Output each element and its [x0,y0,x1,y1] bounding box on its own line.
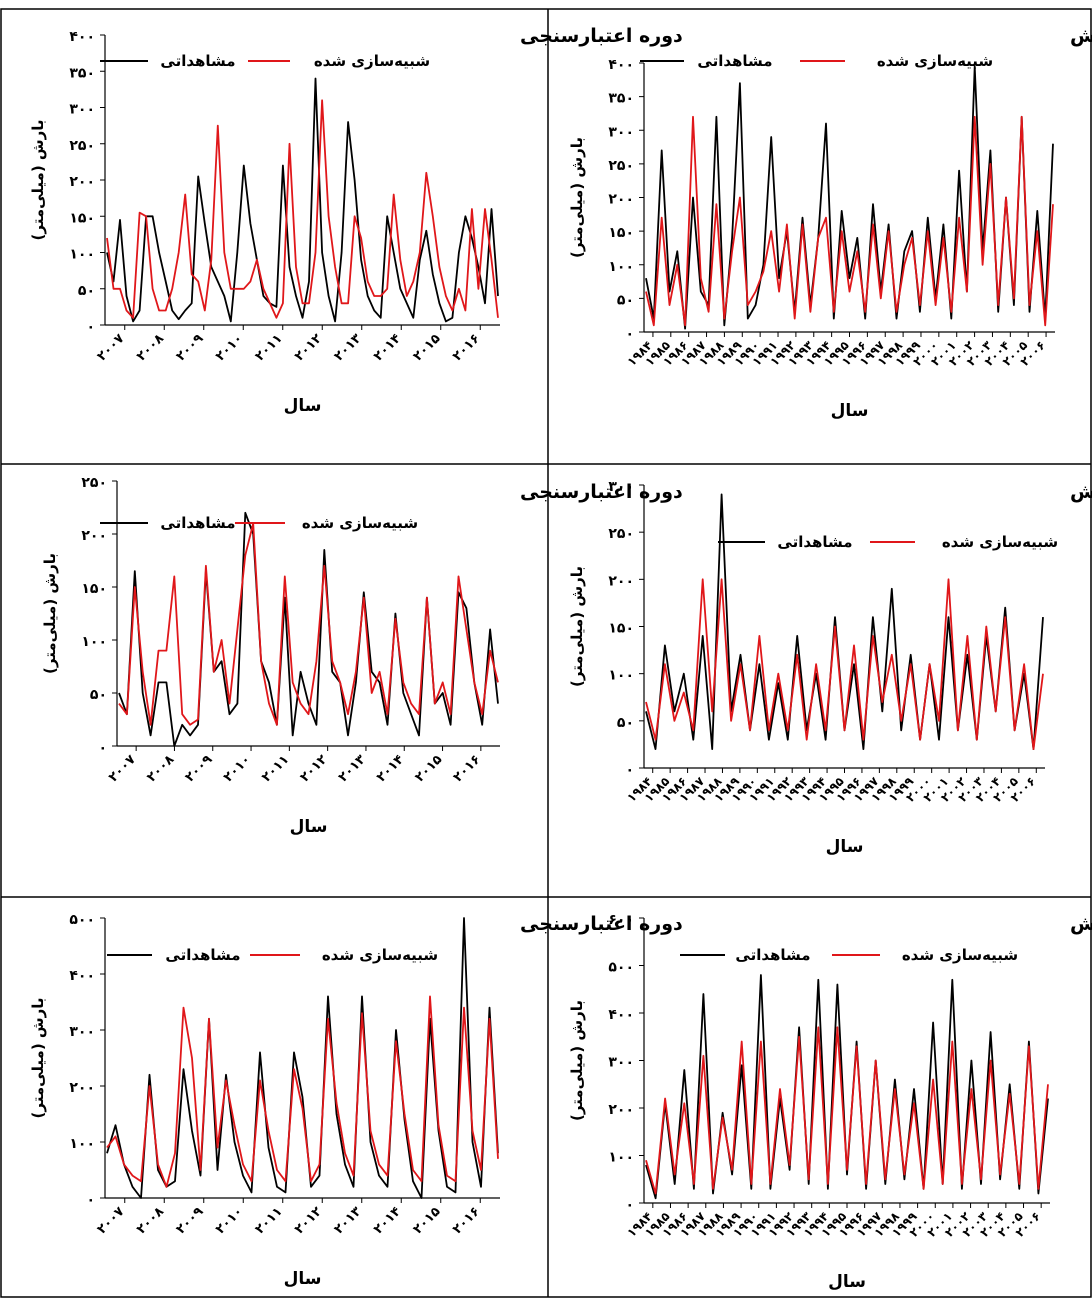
y-tick-label: ۵۰ [78,283,95,299]
x-axis-label: سال [831,401,869,421]
y-tick-label: ۳۰۰ [69,1024,95,1040]
y-tick-label: ۰ [625,762,634,778]
y-tick-label: ۱۰۰ [608,259,634,275]
y-tick-label: ۲۵۰ [608,158,634,174]
legend-observed-label: مشاهداتی [735,946,810,964]
y-axis-label: بارش (میلی‌متر) [29,998,47,1119]
y-tick-label: ۵۰ [90,687,107,703]
legend-simulated-label: شبیه‌سازی شده [314,52,430,70]
legend-simulated-label: شبیه‌سازی شده [302,514,418,532]
y-tick-label: ۳۵۰ [608,91,634,107]
y-tick-label: ۲۵۰ [81,475,107,491]
series-simulated-line [118,522,499,726]
y-tick-label: ۲۰۰ [608,573,634,589]
y-tick-label: ۰ [86,319,95,335]
y-axis-label: بارش (میلی‌متر) [568,1000,586,1121]
legend-observed-label: مشاهداتی [697,52,772,70]
y-tick-label: ۲۰۰ [81,528,107,544]
y-tick-label: ۳۰۰ [608,479,634,495]
y-tick-label: ۱۰۰ [81,634,107,650]
y-tick-label: ۲۰۰ [608,1102,634,1118]
series-observed-line [106,77,499,323]
x-axis-label: سال [284,396,322,416]
legend-observed-label: مشاهداتی [160,52,235,70]
y-tick-label: ۳۰۰ [69,102,95,118]
series-simulated-line [645,1026,1049,1195]
legend-simulated-label: شبیه‌سازی شده [322,946,438,964]
y-tick-label: ۱۰۰ [69,1136,95,1152]
y-tick-label: ۵۰ [617,715,634,731]
legend-simulated-label: شبیه‌سازی شده [902,946,1018,964]
chart-title: دوره اعتبارسنجی [520,481,683,503]
y-tick-label: ۰ [86,1192,95,1208]
x-axis-label: سال [290,817,328,837]
legend-simulated-label: شبیه‌سازی شده [877,52,993,70]
y-tick-label: ۱۰۰ [608,668,634,684]
legend-observed-label: مشاهداتی [165,946,240,964]
y-tick-label: ۲۰۰ [608,192,634,208]
y-axis-label: بارش (میلی‌متر) [568,137,586,258]
series-observed-line [106,917,499,1199]
y-tick-label: ۵۰ [617,292,634,308]
series-observed-line [645,974,1049,1200]
legend-simulated-label: شبیه‌سازی شده [942,533,1058,551]
y-tick-label: ۲۵۰ [69,138,95,154]
chart-title: دوره آموزش [1070,911,1092,935]
y-tick-label: ۶۰۰ [608,912,634,928]
y-tick-label: ۱۵۰ [81,581,107,597]
y-tick-label: ۴۰۰ [608,57,634,73]
y-tick-label: ۵۰۰ [608,960,634,976]
chart-title: دوره آموزش [1070,479,1092,503]
y-tick-label: ۲۰۰ [69,1080,95,1096]
x-axis-label: سال [826,837,864,857]
chart-title: دوره آموزش [1070,23,1092,47]
y-tick-label: ۱۰۰ [69,247,95,263]
y-tick-label: ۱۰۰ [608,1150,634,1166]
y-tick-label: ۲۰۰ [69,174,95,190]
series-simulated-line [645,115,1054,327]
y-tick-label: ۳۵۰ [69,65,95,81]
chart-title: دوره اعتبارسنجی [520,25,683,47]
y-tick-label: ۳۰۰ [608,1055,634,1071]
series-simulated-line [645,578,1044,750]
series-simulated-line [106,995,499,1188]
y-tick-label: ۰ [625,326,634,342]
y-tick-label: ۴۰۰ [69,29,95,45]
y-tick-label: ۳۰۰ [608,124,634,140]
y-tick-label: ۲۵۰ [608,526,634,542]
y-tick-label: ۱۵۰ [69,210,95,226]
y-axis-label: بارش (میلی‌متر) [568,566,586,687]
y-tick-label: ۵۰۰ [69,912,95,928]
x-axis-label: سال [828,1272,866,1292]
y-axis-label: بارش (میلی‌متر) [41,553,59,674]
x-axis-label: سال [284,1269,322,1289]
series-simulated-line [106,99,499,319]
y-tick-label: ۰ [98,740,107,756]
y-tick-label: ۴۰۰ [608,1007,634,1023]
legend-observed-label: مشاهداتی [160,514,235,532]
table-border [0,8,1092,1298]
legend-observed-label: مشاهداتی [777,533,852,551]
y-tick-label: ۱۵۰ [608,621,634,637]
y-tick-label: ۴۰۰ [69,968,95,984]
series-observed-line [645,65,1054,330]
y-tick-label: ۱۵۰ [608,225,634,241]
y-axis-label: بارش (میلی‌متر) [29,120,47,241]
y-tick-label: ۰ [625,1197,634,1213]
